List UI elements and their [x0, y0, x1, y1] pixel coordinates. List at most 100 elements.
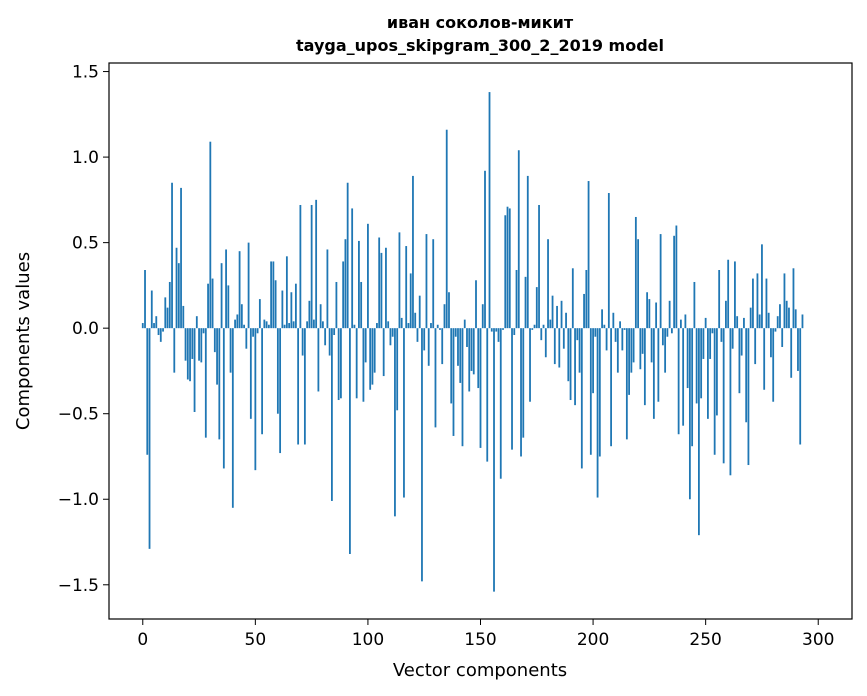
bar — [243, 324, 245, 329]
bar — [358, 240, 360, 329]
bar — [698, 328, 700, 536]
bar — [303, 328, 306, 445]
bar — [544, 328, 547, 358]
bar — [373, 328, 376, 373]
bar — [425, 234, 428, 329]
bar — [220, 263, 223, 329]
bar — [479, 328, 482, 448]
bar — [423, 328, 426, 351]
y-tick-label: 0.5 — [72, 234, 99, 254]
bar — [481, 304, 484, 329]
bar — [331, 328, 333, 501]
bar — [571, 268, 574, 329]
bar — [542, 324, 545, 329]
bar — [592, 328, 594, 394]
bar — [801, 314, 804, 329]
bar — [736, 316, 739, 329]
bar — [720, 328, 723, 342]
bar — [222, 328, 225, 469]
bar — [168, 281, 171, 329]
bar — [670, 328, 673, 334]
bar — [725, 300, 727, 329]
bar — [263, 319, 266, 329]
bar — [234, 319, 236, 329]
bar — [790, 328, 793, 378]
bar — [290, 292, 293, 329]
bar — [369, 328, 372, 390]
chart-title: иван соколов-микит — [387, 13, 574, 32]
bar — [666, 328, 669, 337]
bar — [186, 328, 189, 380]
bar — [734, 261, 736, 329]
bar — [267, 324, 270, 329]
bar — [776, 316, 779, 329]
bar — [668, 300, 671, 329]
bar — [756, 273, 759, 329]
bar — [679, 319, 682, 329]
bar — [173, 328, 176, 373]
bar — [238, 251, 241, 329]
bar — [452, 328, 455, 436]
bar — [301, 328, 304, 356]
chart-subtitle: tayga_upos_skipgram_300_2_2019 model — [296, 36, 664, 55]
bar — [621, 328, 624, 351]
bar — [380, 252, 383, 329]
bar — [533, 324, 536, 329]
bar — [781, 328, 784, 347]
bar — [641, 328, 644, 354]
bar — [797, 328, 799, 371]
bar — [585, 270, 588, 329]
bar — [661, 328, 664, 346]
bar — [144, 270, 146, 329]
bar — [180, 187, 182, 329]
bar — [432, 239, 435, 329]
bar — [209, 141, 212, 329]
bar — [164, 297, 167, 329]
bar — [353, 324, 356, 329]
bar — [497, 328, 500, 342]
bar — [529, 328, 531, 402]
bar — [580, 328, 583, 469]
bar — [486, 328, 489, 462]
bar — [495, 328, 498, 332]
bar — [189, 328, 191, 382]
bar — [470, 328, 473, 371]
bar — [200, 328, 203, 363]
bar — [461, 328, 464, 447]
bar — [774, 328, 777, 332]
bar — [441, 328, 444, 365]
bar — [745, 328, 748, 423]
bar — [427, 328, 430, 366]
bar — [513, 328, 516, 336]
bar — [207, 283, 209, 329]
bar — [459, 328, 462, 383]
bar — [265, 321, 268, 329]
bar — [146, 328, 149, 455]
bar — [643, 328, 646, 406]
bar — [204, 328, 207, 438]
bar — [502, 328, 504, 330]
bar — [767, 312, 770, 329]
bar — [297, 328, 300, 445]
bar — [457, 328, 459, 366]
bar — [463, 319, 466, 329]
bar — [650, 328, 653, 363]
bar — [515, 270, 518, 329]
bar — [549, 319, 552, 329]
bar — [772, 328, 775, 402]
bar — [335, 281, 338, 329]
bar — [218, 328, 221, 440]
bar — [693, 281, 696, 329]
bar — [594, 328, 597, 337]
bar — [153, 323, 155, 329]
bar — [466, 328, 468, 347]
y-axis-label: Components values — [13, 252, 34, 430]
bar — [177, 263, 180, 329]
bar — [412, 175, 414, 329]
bar — [794, 309, 797, 329]
bar — [727, 259, 730, 329]
bar — [454, 328, 457, 337]
bar — [306, 321, 309, 329]
bar — [148, 328, 151, 549]
bar — [691, 328, 694, 447]
